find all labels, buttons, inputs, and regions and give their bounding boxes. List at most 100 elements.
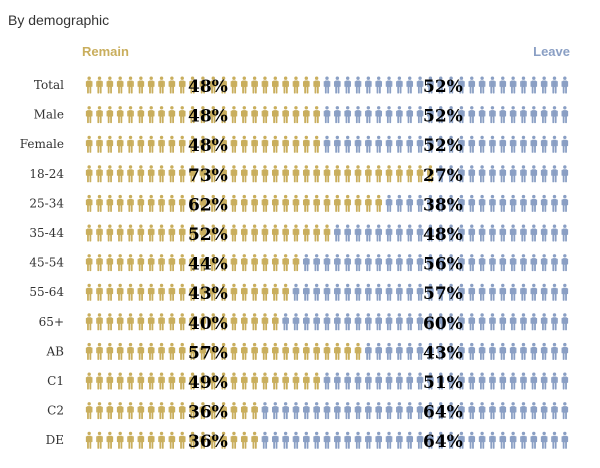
person-icon <box>313 76 320 94</box>
person-icon <box>282 313 289 331</box>
person-icon <box>116 224 124 242</box>
person-icon <box>178 372 186 390</box>
person-icon <box>354 254 362 272</box>
person-icon <box>396 283 403 301</box>
person-icon <box>272 283 279 301</box>
chart-row: DE 36% 64% <box>46 431 569 452</box>
person-icon <box>96 165 103 183</box>
remain-value-label: 44% <box>188 255 228 275</box>
person-icon <box>168 313 176 331</box>
person-icon <box>520 283 527 301</box>
person-icon <box>561 254 569 272</box>
person-icon <box>313 283 320 301</box>
person-icon <box>478 106 486 124</box>
person-icon <box>396 372 403 390</box>
person-icon <box>499 254 507 272</box>
person-icon <box>375 431 382 449</box>
person-icon <box>313 313 320 331</box>
leave-value-label: 27% <box>423 166 463 186</box>
category-label: AB <box>46 344 65 358</box>
person-icon <box>344 342 351 360</box>
person-icon <box>127 224 134 242</box>
person-icon <box>85 194 93 212</box>
person-icon <box>137 402 145 420</box>
person-icon <box>385 283 393 301</box>
leave-value-label: 51% <box>423 373 463 393</box>
person-icon <box>396 402 403 420</box>
person-icon <box>137 372 145 390</box>
chart-row: 35-44 52% 48% <box>29 224 569 245</box>
person-icon <box>406 283 414 301</box>
person-icon <box>499 283 507 301</box>
person-icon <box>396 254 403 272</box>
person-icon <box>106 372 114 390</box>
person-icon <box>406 313 414 331</box>
category-label: 18-24 <box>29 167 64 181</box>
person-icon <box>147 194 155 212</box>
person-icon <box>96 135 103 153</box>
person-icon <box>106 254 114 272</box>
person-icon <box>116 106 124 124</box>
person-icon <box>334 372 341 390</box>
person-icon <box>509 76 517 94</box>
person-icon <box>137 135 145 153</box>
person-icon <box>230 402 238 420</box>
category-label: Total <box>34 78 64 92</box>
person-icon <box>334 76 341 94</box>
person-icon <box>158 342 165 360</box>
person-icon <box>251 342 258 360</box>
person-icon <box>292 342 300 360</box>
person-icon <box>551 106 558 124</box>
person-icon <box>365 372 372 390</box>
person-icon <box>261 106 269 124</box>
person-icon <box>530 431 538 449</box>
person-icon <box>509 224 517 242</box>
person-icon <box>323 313 331 331</box>
category-label: 65+ <box>39 315 64 329</box>
person-icon <box>85 372 93 390</box>
person-icon <box>85 342 93 360</box>
person-icon <box>116 135 124 153</box>
person-icon <box>127 283 134 301</box>
person-icon <box>303 342 310 360</box>
person-icon <box>334 402 341 420</box>
person-icon <box>147 342 155 360</box>
person-icon <box>334 165 341 183</box>
person-icon <box>261 254 269 272</box>
person-icon <box>520 342 527 360</box>
person-icon <box>561 313 569 331</box>
person-icon <box>137 431 145 449</box>
person-icon <box>499 76 507 94</box>
person-icon <box>396 313 403 331</box>
person-icon <box>292 106 300 124</box>
person-icon <box>178 76 186 94</box>
person-icon <box>406 342 414 360</box>
person-icon <box>147 254 155 272</box>
person-icon <box>282 224 289 242</box>
person-icon <box>375 135 382 153</box>
person-icon <box>96 402 103 420</box>
person-icon <box>127 76 134 94</box>
person-icon <box>365 135 372 153</box>
person-icon <box>96 342 103 360</box>
person-icon <box>313 431 320 449</box>
person-icon <box>478 254 486 272</box>
person-icon <box>385 402 393 420</box>
person-icon <box>137 165 145 183</box>
person-icon <box>85 431 93 449</box>
person-icon <box>292 313 300 331</box>
person-icon <box>520 76 527 94</box>
person-icon <box>261 402 269 420</box>
person-icon <box>520 402 527 420</box>
person-icon <box>385 135 393 153</box>
person-icon <box>354 313 362 331</box>
person-icon <box>540 283 548 301</box>
person-icon <box>509 431 517 449</box>
icon-row <box>85 342 569 360</box>
person-icon <box>530 135 538 153</box>
person-icon <box>127 194 134 212</box>
person-icon <box>375 342 382 360</box>
leave-value-label: 38% <box>423 195 463 215</box>
person-icon <box>178 165 186 183</box>
